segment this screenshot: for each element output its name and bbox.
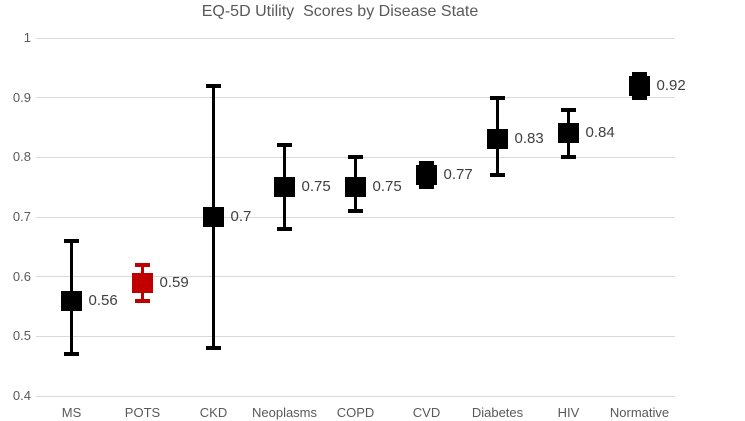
gridline xyxy=(36,97,675,99)
point-data-label: 0.84 xyxy=(585,124,615,142)
x-axis-category-label: Neoplasms xyxy=(251,405,318,420)
error-bar-cap-top xyxy=(277,143,292,148)
error-bar-cap-bottom xyxy=(135,298,150,303)
point-data-label: 0.7 xyxy=(230,208,252,225)
point-data-label: 0.92 xyxy=(656,76,686,94)
error-bar-cap-top xyxy=(561,107,576,112)
point-data-label: 0.56 xyxy=(88,291,118,309)
gridline xyxy=(36,276,675,278)
y-axis-tick-label: 0.5 xyxy=(12,328,31,344)
gridline xyxy=(36,335,675,337)
y-axis-tick-label: 1 xyxy=(23,30,31,45)
x-axis-category-label: CVD xyxy=(412,405,441,420)
y-axis-tick-label: 0.9 xyxy=(12,89,31,105)
marker-square-CVD xyxy=(416,165,437,186)
error-bar-cap-top xyxy=(632,71,647,76)
x-axis-category-label: MS xyxy=(61,405,82,420)
gridline xyxy=(36,395,675,397)
x-axis-category-label: POTS xyxy=(124,405,161,420)
gridline xyxy=(36,37,675,39)
error-bar-cap-top xyxy=(419,161,434,166)
error-bar-cap-bottom xyxy=(277,226,292,231)
marker-square-COPD xyxy=(345,177,366,198)
gridline xyxy=(36,216,675,218)
error-bar-cap-bottom xyxy=(419,185,434,190)
error-bar-cap-top xyxy=(490,95,505,100)
error-bar-cap-top xyxy=(206,83,221,88)
error-bar-cap-bottom xyxy=(632,95,647,100)
y-axis-tick-label: 0.8 xyxy=(12,149,31,165)
error-bar-cap-top xyxy=(64,238,79,243)
y-axis-tick-label: 0.7 xyxy=(12,209,31,224)
chart-title: EQ-5D Utility Scores by Disease State xyxy=(201,3,479,20)
error-bar-cap-bottom xyxy=(348,209,363,214)
x-axis-category-label: Diabetes xyxy=(471,405,524,420)
y-axis-tick-label: 0.4 xyxy=(12,388,31,403)
marker-square-Neoplasms xyxy=(274,177,295,198)
point-data-label: 0.75 xyxy=(372,178,402,196)
marker-square-MS xyxy=(61,290,82,311)
error-bar-cap-bottom xyxy=(64,352,79,357)
error-bar-cap-top xyxy=(348,155,363,160)
x-axis-category-label: CKD xyxy=(199,405,228,420)
marker-square-CKD xyxy=(203,207,224,227)
x-axis-category-label: COPD xyxy=(336,405,375,420)
point-data-label: 0.77 xyxy=(443,166,473,184)
point-data-label: 0.83 xyxy=(514,130,544,148)
marker-square-POTS xyxy=(132,272,153,293)
x-axis-category-label: HIV xyxy=(557,405,580,420)
error-bar-cap-bottom xyxy=(206,346,221,351)
point-data-label: 0.59 xyxy=(159,273,189,291)
error-bar-cap-bottom xyxy=(490,173,505,178)
error-bar-cap-bottom xyxy=(561,155,576,160)
error-bar-cap-top xyxy=(135,262,150,267)
y-axis-tick-label: 0.6 xyxy=(12,268,31,284)
marker-square-Normative xyxy=(629,75,650,96)
marker-square-HIV xyxy=(558,123,579,144)
marker-square-Diabetes xyxy=(487,129,508,150)
x-axis-category-label: Normative xyxy=(609,405,670,420)
point-data-label: 0.75 xyxy=(301,178,331,196)
